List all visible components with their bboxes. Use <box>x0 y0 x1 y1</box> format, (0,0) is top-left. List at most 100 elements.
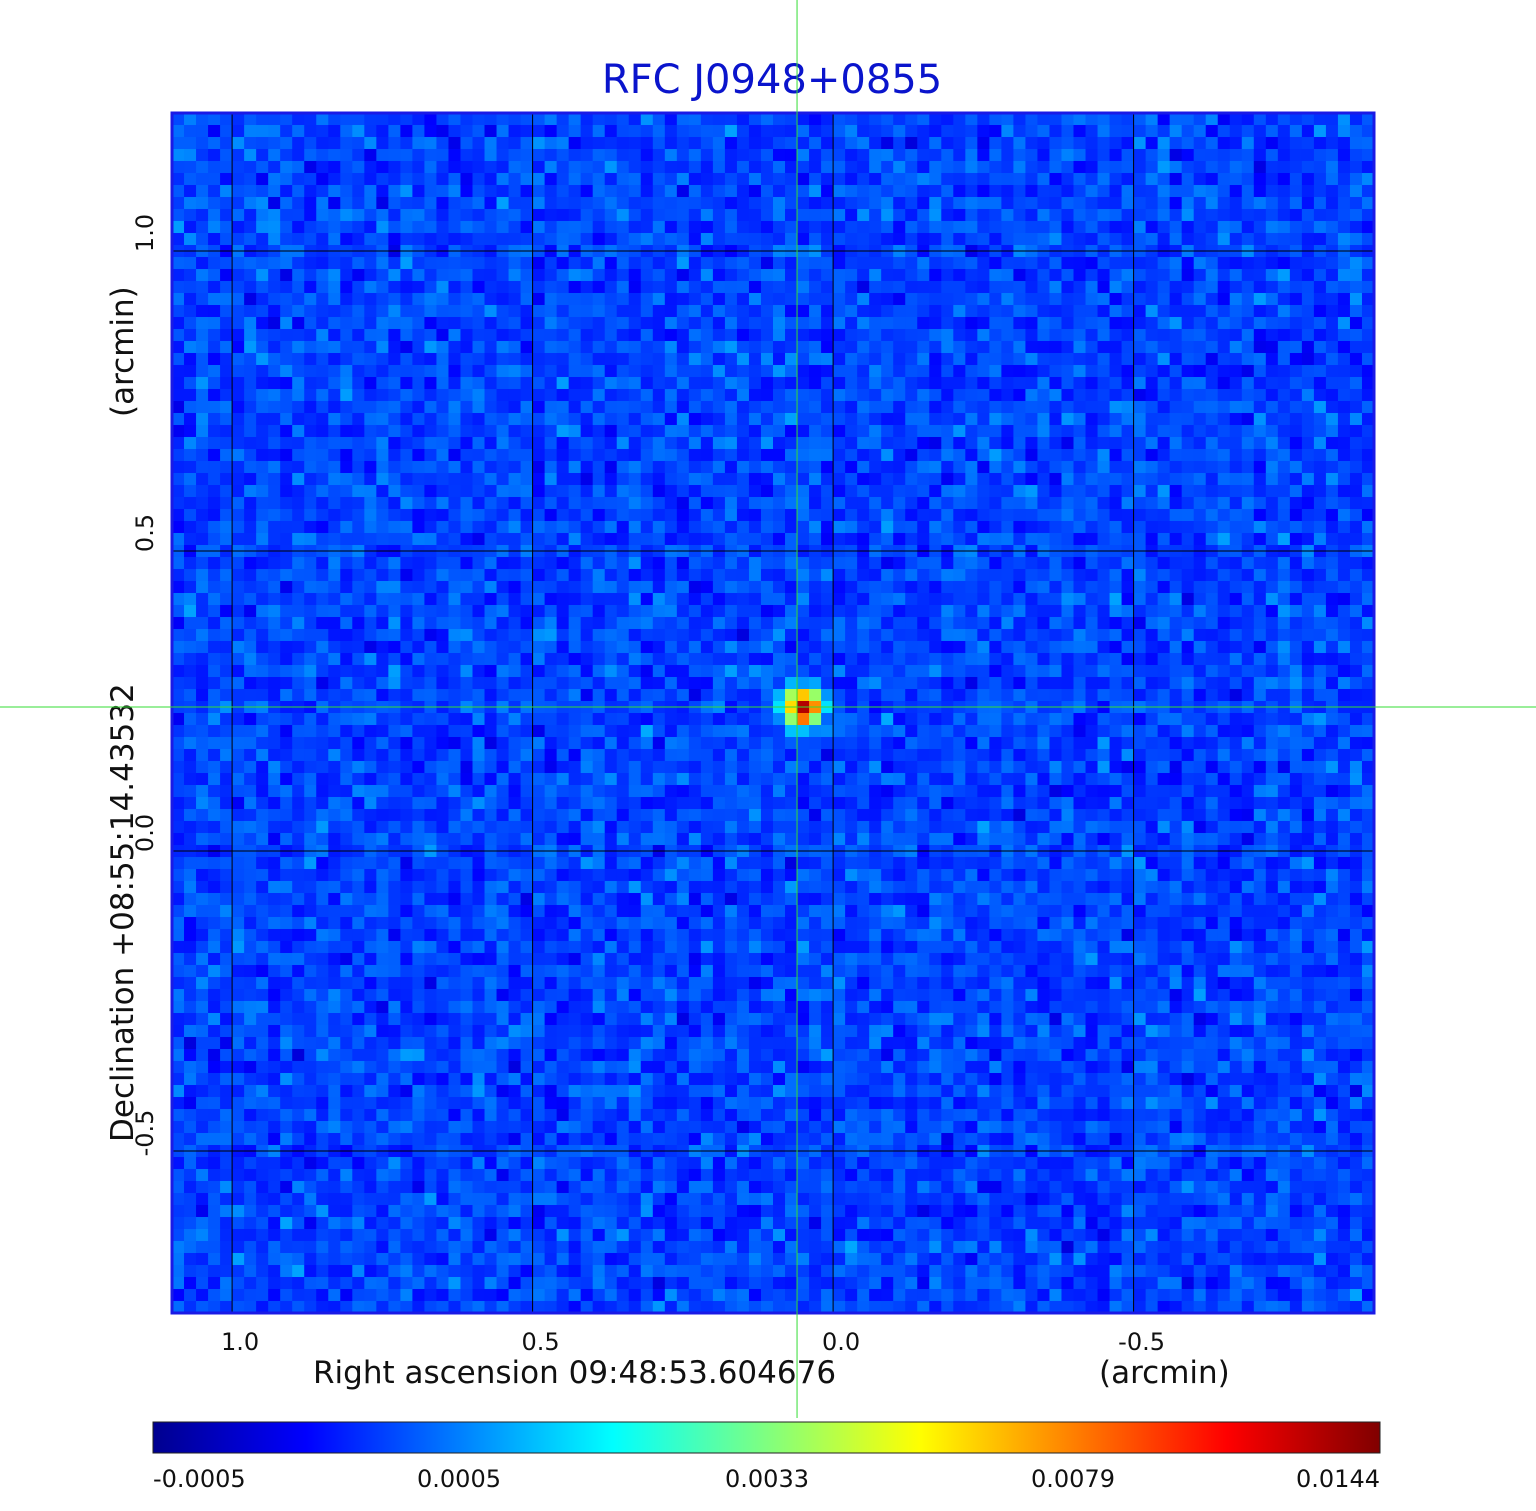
heatmap-cell <box>436 365 450 378</box>
heatmap-cell <box>1337 257 1351 270</box>
heatmap-cell <box>688 569 702 582</box>
heatmap-cell <box>652 437 666 450</box>
heatmap-cell <box>652 605 666 618</box>
heatmap-cell <box>1085 533 1099 546</box>
heatmap-cell <box>929 389 942 402</box>
heatmap-cell <box>256 197 269 210</box>
heatmap-cell <box>316 293 329 306</box>
heatmap-cell <box>1085 617 1099 630</box>
heatmap-cell <box>496 581 510 594</box>
heatmap-cell <box>881 161 894 174</box>
heatmap-cell <box>196 233 209 246</box>
heatmap-cell <box>196 461 209 474</box>
heatmap-cell <box>1229 113 1243 126</box>
heatmap-cell <box>388 533 401 546</box>
heatmap-cell <box>1217 197 1231 210</box>
heatmap-cell <box>1313 221 1327 234</box>
heatmap-cell <box>1169 689 1183 702</box>
heatmap-cell <box>616 557 630 570</box>
heatmap-cell <box>1073 473 1087 486</box>
heatmap-cell <box>893 209 906 222</box>
heatmap-cell <box>953 509 966 522</box>
heatmap-cell <box>1289 437 1303 450</box>
heatmap-cell <box>448 425 462 438</box>
heatmap-cell <box>604 617 618 630</box>
heatmap-cell <box>352 401 365 414</box>
heatmap-cell <box>1013 113 1027 126</box>
heatmap-cell <box>292 365 305 378</box>
heatmap-cell <box>556 617 570 630</box>
heatmap-cell <box>1301 641 1315 654</box>
heatmap-cell <box>592 653 606 666</box>
heatmap-cell <box>929 173 942 186</box>
heatmap-cell <box>1289 521 1303 534</box>
heatmap-cell <box>1109 485 1123 498</box>
heatmap-cell <box>905 569 918 582</box>
heatmap-cell <box>1013 173 1027 186</box>
heatmap-cell <box>773 413 786 426</box>
heatmap-cell <box>388 485 401 498</box>
heatmap-cell <box>1193 353 1207 366</box>
heatmap-cell <box>724 425 738 438</box>
heatmap-cell <box>316 269 329 282</box>
heatmap-cell <box>1073 461 1087 474</box>
heatmap-cell <box>424 329 438 342</box>
heatmap-cell <box>977 173 990 186</box>
heatmap-cell <box>412 197 426 210</box>
heatmap-cell <box>953 629 966 642</box>
heatmap-cell <box>1001 233 1014 246</box>
heatmap-cell <box>1205 665 1219 678</box>
heatmap-cell <box>748 113 762 126</box>
heatmap-cell <box>1325 557 1339 570</box>
heatmap-cell <box>1313 461 1327 474</box>
heatmap-cell <box>424 353 438 366</box>
heatmap-cell <box>640 533 654 546</box>
heatmap-cell <box>628 461 642 474</box>
heatmap-cell <box>965 581 978 594</box>
heatmap-cell <box>1337 389 1351 402</box>
heatmap-cell <box>1241 557 1255 570</box>
heatmap-cell <box>628 473 642 486</box>
heatmap-cell <box>328 605 341 618</box>
heatmap-cell <box>592 329 606 342</box>
heatmap-cell <box>688 581 702 594</box>
heatmap-cell <box>556 329 570 342</box>
heatmap-cell <box>1193 557 1207 570</box>
heatmap-cell <box>1289 425 1303 438</box>
heatmap-cell <box>292 185 305 198</box>
heatmap-cell <box>1097 209 1111 222</box>
heatmap-cell <box>628 305 642 318</box>
heatmap-cell <box>1001 389 1014 402</box>
heatmap-cell <box>1061 677 1075 690</box>
heatmap-cell <box>640 209 654 222</box>
heatmap-cell <box>1073 389 1087 402</box>
heatmap-cell <box>1121 557 1135 570</box>
heatmap-cell <box>568 521 582 534</box>
heatmap-cell <box>496 497 510 510</box>
heatmap-cell <box>364 125 377 138</box>
heatmap-cell <box>760 353 774 366</box>
heatmap-cell <box>244 617 257 630</box>
heatmap-cell <box>1205 533 1219 546</box>
heatmap-cell <box>1085 593 1099 606</box>
heatmap-cell <box>268 161 281 174</box>
heatmap-cell <box>1265 173 1279 186</box>
heatmap-cell <box>1001 173 1014 186</box>
heatmap-cell <box>1001 257 1014 270</box>
heatmap-cell <box>833 389 846 402</box>
heatmap-cell <box>724 353 738 366</box>
heatmap-cell <box>208 197 221 210</box>
heatmap-cell <box>292 293 305 306</box>
heatmap-cell <box>208 605 221 618</box>
heatmap-cell <box>700 209 714 222</box>
heatmap-cell <box>797 689 810 702</box>
heatmap-cell <box>172 293 185 306</box>
heatmap-cell <box>1037 137 1051 150</box>
heatmap-cell <box>869 305 882 318</box>
heatmap-cell <box>1025 341 1039 354</box>
heatmap-cell <box>1025 509 1039 522</box>
heatmap-cell <box>664 473 678 486</box>
heatmap-cell <box>304 317 317 330</box>
heatmap-cell <box>1301 653 1315 666</box>
heatmap-cell <box>748 137 762 150</box>
